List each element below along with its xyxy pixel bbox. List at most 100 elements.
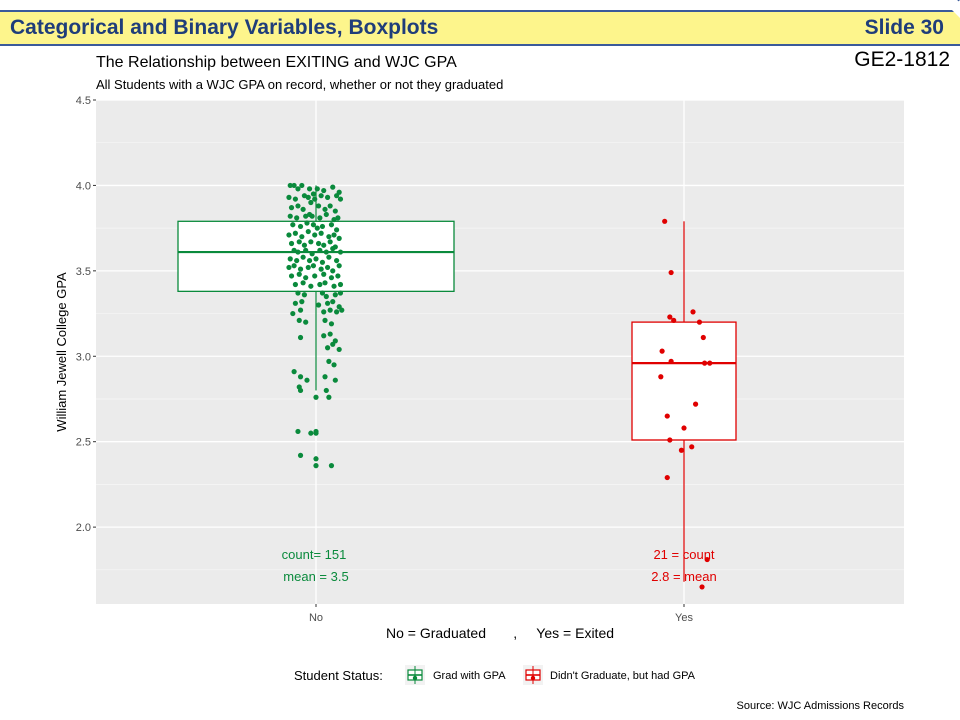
data-point — [310, 191, 317, 197]
data-point — [312, 273, 318, 279]
data-point — [668, 269, 674, 276]
data-point — [299, 299, 305, 305]
course-code: GE2-1812 — [854, 48, 950, 71]
data-point — [330, 268, 336, 274]
data-point — [328, 321, 335, 327]
data-point — [327, 239, 333, 245]
legend-key-point — [412, 675, 418, 681]
data-point — [662, 218, 668, 224]
data-point — [324, 194, 331, 200]
data-point — [318, 193, 324, 199]
data-point — [319, 259, 326, 265]
data-point — [659, 348, 665, 354]
data-point — [323, 293, 329, 300]
data-point — [707, 360, 713, 366]
data-point — [313, 394, 319, 400]
label-layer: count= 151 mean = 3.5 21 = count 2.8 = mean — [282, 547, 717, 584]
page-fold-corner — [942, 0, 960, 18]
data-point — [308, 283, 314, 289]
data-point — [305, 264, 311, 271]
data-point — [313, 456, 319, 462]
data-point — [295, 203, 301, 209]
data-point — [317, 247, 323, 253]
data-point — [300, 254, 306, 260]
data-point — [300, 280, 306, 286]
data-point — [332, 292, 338, 298]
data-point — [319, 290, 326, 296]
mean-label: mean = 3.5 — [283, 569, 348, 584]
data-point — [322, 317, 328, 323]
data-point — [658, 374, 664, 380]
data-point — [312, 196, 318, 202]
slide-number: Slide 30 — [864, 16, 944, 39]
data-point — [321, 271, 327, 277]
data-point — [296, 239, 302, 245]
data-point — [291, 182, 297, 189]
data-point — [310, 263, 317, 269]
data-point — [326, 394, 332, 400]
data-point — [319, 223, 326, 230]
data-point — [337, 249, 344, 255]
data-point — [321, 242, 327, 248]
data-point — [335, 273, 341, 279]
data-point — [327, 203, 333, 209]
data-point — [704, 556, 710, 563]
data-point — [306, 257, 313, 264]
data-point — [328, 275, 335, 281]
data-point — [313, 430, 319, 436]
data-point — [297, 223, 304, 230]
chart-title: The Relationship between EXITING and WJC… — [96, 54, 457, 71]
data-point — [317, 215, 323, 221]
data-point — [332, 208, 338, 214]
data-point — [322, 206, 328, 212]
data-point — [667, 437, 673, 443]
data-point — [314, 225, 320, 231]
data-point — [667, 314, 673, 320]
legend-entry-label: Grad with GPA — [433, 670, 506, 682]
data-point — [326, 358, 332, 364]
data-point — [308, 430, 314, 436]
data-point — [297, 374, 304, 380]
data-point — [303, 247, 309, 253]
x-tick-label: Yes — [675, 612, 693, 624]
data-point — [313, 463, 319, 469]
slide-title: Categorical and Binary Variables, Boxplo… — [10, 16, 439, 39]
data-point — [314, 186, 320, 192]
data-point — [305, 228, 311, 235]
data-point — [330, 299, 336, 305]
data-point — [287, 256, 293, 262]
data-point — [327, 307, 333, 313]
data-point — [690, 309, 696, 315]
data-point — [326, 254, 332, 260]
data-point — [313, 256, 319, 262]
data-point — [305, 194, 311, 200]
data-point — [292, 300, 298, 306]
axis-layer: 2.0 2.5 3.0 3.5 4.0 4.5 No Yes — [76, 95, 694, 624]
y-tick-label: 4.0 — [76, 180, 91, 192]
data-point — [297, 307, 304, 313]
data-point — [301, 242, 308, 248]
count-label: 21 = count — [653, 547, 714, 562]
data-point — [299, 182, 305, 189]
data-point — [309, 213, 315, 219]
x-axis-label: No = Graduated , Yes = Exited — [386, 625, 614, 641]
data-point — [335, 215, 341, 221]
data-point — [664, 474, 670, 481]
point-layer — [286, 182, 713, 590]
data-point — [288, 273, 295, 279]
data-point — [295, 290, 301, 296]
data-point — [306, 186, 313, 192]
data-point — [315, 302, 322, 308]
data-point — [331, 283, 337, 289]
data-point — [308, 239, 314, 245]
data-point — [304, 220, 310, 226]
data-point — [337, 196, 344, 202]
y-tick-label: 3.0 — [76, 351, 91, 363]
plot-panel — [96, 100, 904, 604]
data-point — [296, 271, 302, 277]
data-point — [321, 309, 327, 315]
data-point — [310, 222, 317, 228]
data-point — [286, 194, 292, 200]
x-tick-label: No — [309, 612, 323, 624]
